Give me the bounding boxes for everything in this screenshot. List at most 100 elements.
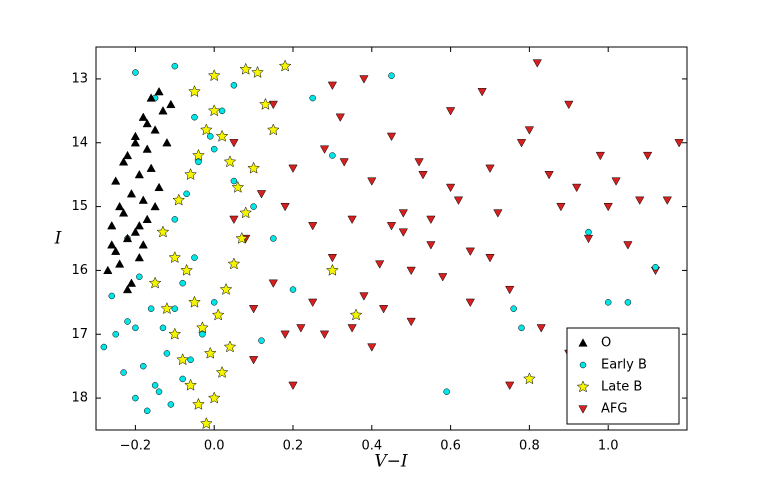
point [172, 193, 186, 206]
x-tick-label: 0.4 [361, 439, 382, 454]
point [142, 214, 152, 223]
point [319, 145, 330, 154]
point [142, 118, 152, 128]
plot-frame [95, 46, 688, 431]
point [247, 161, 260, 174]
point [150, 125, 160, 134]
point [556, 202, 566, 212]
point [199, 331, 206, 338]
point [288, 164, 298, 173]
point [280, 330, 290, 339]
y-tick-label: 18 [71, 391, 88, 406]
x-tick-label: 0.6 [440, 439, 461, 454]
y-tick-label: 13 [71, 71, 88, 86]
point [215, 365, 229, 378]
point [347, 215, 357, 225]
point [150, 201, 160, 211]
point [544, 171, 554, 180]
point [536, 324, 546, 333]
point [158, 106, 168, 115]
point [327, 254, 338, 263]
point [195, 158, 202, 166]
point [418, 171, 428, 180]
x-tick-label: 0.2 [283, 439, 304, 454]
x-tick-label: 1.0 [598, 439, 619, 454]
legend-label: Early B [601, 358, 647, 373]
point [426, 241, 436, 250]
point [465, 298, 475, 308]
point [259, 97, 272, 110]
point [485, 254, 495, 263]
point [138, 112, 148, 121]
point [156, 225, 170, 238]
point [199, 416, 213, 429]
point [465, 247, 475, 256]
point [445, 183, 456, 193]
point [134, 252, 144, 262]
y-axis-title: I [54, 229, 62, 249]
point [604, 299, 612, 306]
point [229, 215, 239, 225]
point [289, 286, 297, 293]
point [118, 208, 129, 217]
legend: O Early B Late B AFG [566, 327, 680, 425]
point [122, 150, 133, 160]
y-tick-label: 14 [71, 135, 88, 150]
point [126, 278, 137, 287]
point [524, 126, 535, 135]
point [187, 356, 194, 364]
point [138, 240, 148, 249]
point [146, 93, 156, 102]
point [518, 324, 525, 332]
point [160, 302, 174, 315]
point [223, 155, 237, 168]
point [414, 158, 424, 167]
point [662, 196, 672, 205]
point [126, 189, 137, 198]
point [207, 104, 221, 117]
point [154, 182, 164, 192]
point [453, 196, 464, 205]
y-tick-label: 17 [71, 327, 88, 342]
point [278, 59, 292, 72]
point [147, 305, 155, 312]
point [327, 81, 338, 91]
point [248, 305, 259, 314]
point [250, 203, 257, 210]
point [215, 129, 229, 142]
point [207, 133, 214, 140]
point [308, 222, 318, 231]
point [107, 221, 117, 230]
point [229, 139, 239, 148]
point [485, 164, 495, 173]
point [219, 282, 233, 295]
point [239, 62, 253, 75]
point [132, 324, 139, 332]
point [122, 284, 133, 294]
point [406, 317, 416, 327]
point [231, 180, 245, 193]
point [115, 259, 125, 268]
point [288, 381, 298, 391]
point [111, 176, 121, 185]
point [652, 263, 659, 271]
x-tick-label: 0.8 [519, 439, 540, 454]
point [268, 100, 278, 110]
point [624, 299, 632, 306]
point [388, 72, 395, 79]
point [179, 279, 186, 287]
point [211, 308, 225, 321]
point [426, 215, 436, 225]
point [603, 202, 613, 212]
point [359, 292, 369, 301]
point [398, 209, 408, 218]
point [438, 273, 448, 282]
point [251, 65, 264, 78]
x-axis-title: V−I [374, 452, 408, 472]
point [136, 273, 143, 281]
point [443, 388, 450, 395]
point [142, 144, 152, 153]
point [375, 260, 385, 269]
point [445, 107, 456, 116]
point [163, 350, 171, 357]
